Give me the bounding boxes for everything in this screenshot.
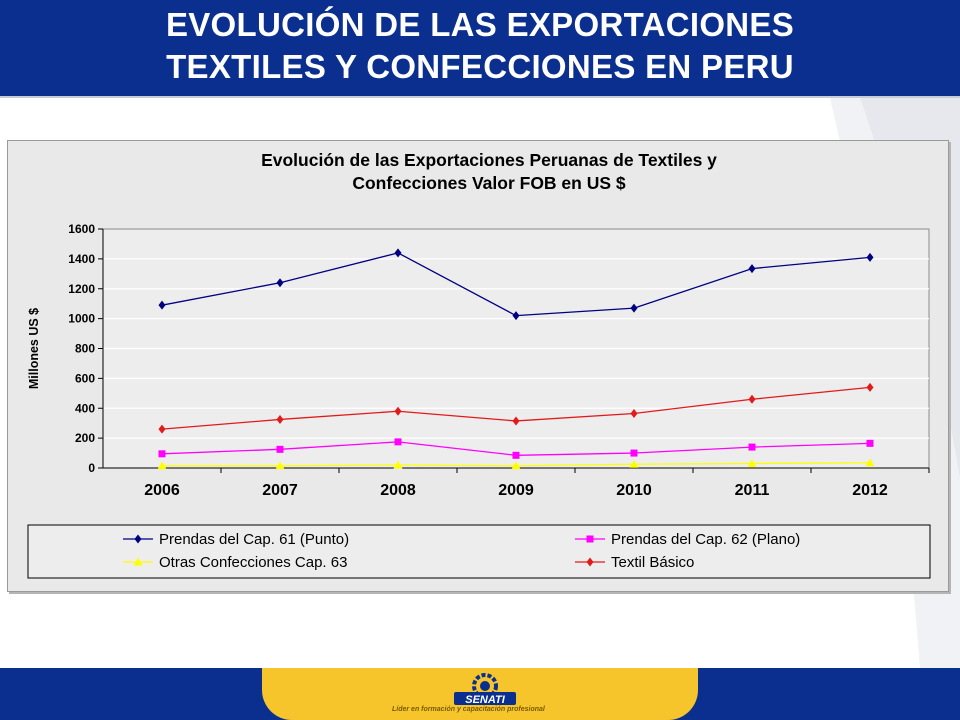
y-tick-label: 1000	[68, 312, 95, 326]
chart-area: Evolución de las Exportaciones Peruanas …	[7, 140, 949, 592]
legend-entry: Prendas del Cap. 62 (Plano)	[611, 531, 800, 548]
data-point	[748, 394, 756, 404]
data-point	[158, 424, 166, 434]
y-tick-label: 400	[75, 401, 95, 415]
data-point	[394, 248, 402, 258]
data-point	[512, 451, 520, 459]
legend-marker	[134, 534, 142, 544]
y-axis-label: Millones US $	[27, 308, 41, 389]
legend-marker	[586, 557, 594, 567]
y-tick-label: 1400	[68, 252, 95, 266]
x-tick-label: 2007	[262, 482, 298, 499]
x-tick-label: 2008	[380, 482, 416, 499]
data-point	[512, 416, 520, 426]
page-title-line-2: TEXTILES Y CONFECCIONES EN PERU	[166, 48, 794, 85]
legend-entry: Otras Confecciones Cap. 63	[159, 554, 347, 571]
legend-entry: Prendas del Cap. 61 (Punto)	[159, 531, 349, 548]
data-point	[866, 252, 874, 262]
legend-marker	[133, 557, 143, 566]
y-tick-label: 0	[88, 461, 95, 475]
legend-entry: Textil Básico	[611, 554, 694, 571]
logo-text: SENATI	[465, 694, 505, 706]
header-divider	[0, 96, 960, 98]
data-point	[630, 303, 638, 313]
x-tick-label: 2010	[616, 482, 652, 499]
x-tick-label: 2012	[852, 482, 888, 499]
data-point	[275, 461, 285, 470]
y-tick-label: 200	[75, 431, 95, 445]
footer-tagline: Líder en formación y capacitación profes…	[392, 706, 545, 713]
data-point	[748, 443, 756, 451]
y-tick-label: 800	[75, 342, 95, 356]
data-point	[158, 300, 166, 310]
legend-marker	[586, 535, 594, 543]
data-point	[748, 264, 756, 274]
y-tick-label: 600	[75, 371, 95, 385]
data-point	[866, 382, 874, 392]
data-point	[276, 445, 284, 453]
page-title: EVOLUCIÓN DE LAS EXPORTACIONES TEXTILES …	[0, 4, 960, 88]
data-point	[158, 450, 166, 458]
data-point	[276, 278, 284, 288]
chart-title-line: Evolución de las Exportaciones Peruanas …	[261, 150, 717, 170]
data-point	[394, 438, 402, 446]
data-point	[394, 406, 402, 416]
data-point	[511, 461, 521, 470]
legend-box	[27, 524, 931, 579]
x-tick-label: 2009	[498, 482, 534, 499]
page-title-line-1: EVOLUCIÓN DE LAS EXPORTACIONES	[165, 6, 795, 43]
data-point	[276, 414, 284, 424]
x-tick-label: 2011	[735, 482, 770, 499]
data-point	[866, 439, 874, 447]
data-point	[629, 459, 639, 468]
data-point	[157, 461, 167, 470]
data-point	[747, 459, 757, 468]
y-tick-label: 1200	[68, 282, 95, 296]
title-bar: EVOLUCIÓN DE LAS EXPORTACIONES TEXTILES …	[0, 0, 960, 96]
chart-title-line: Confecciones Valor FOB en US $	[352, 173, 626, 193]
data-point	[630, 449, 638, 457]
data-point	[865, 458, 875, 467]
y-tick-label: 1600	[68, 222, 95, 236]
x-tick-label: 2006	[144, 482, 180, 499]
data-point	[393, 460, 403, 469]
data-point	[512, 311, 520, 321]
data-point	[630, 408, 638, 418]
line-chart: Evolución de las Exportaciones Peruanas …	[27, 150, 931, 579]
senati-logo-icon: SENATI	[454, 673, 516, 706]
